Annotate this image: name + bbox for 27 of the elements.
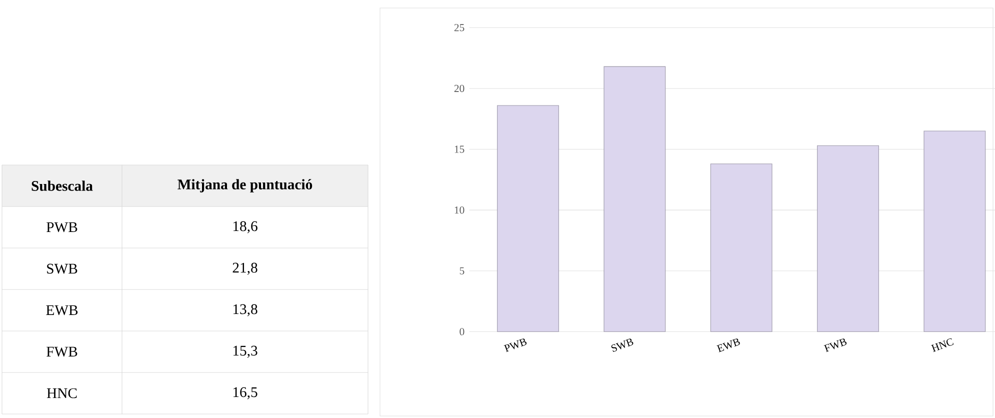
text: EWB — [46, 305, 78, 316]
text: 21,8 — [232, 262, 258, 275]
bar — [817, 145, 879, 332]
bar — [924, 130, 986, 332]
x-tick-label: FWB — [824, 338, 847, 352]
text: 15,3 — [233, 346, 258, 358]
y-tick-label: 0 — [460, 328, 464, 336]
text: 18,6 — [233, 221, 258, 234]
text: HNC — [46, 388, 77, 398]
y-tick-label: 15 — [454, 146, 464, 153]
y-tick-label: 10 — [454, 206, 464, 214]
text: 13,8 — [233, 304, 258, 316]
y-tick-label: 5 — [460, 267, 464, 274]
bar — [604, 66, 666, 332]
y-tick-label: 25 — [454, 24, 464, 32]
x-tick-label: PWB — [504, 338, 527, 352]
bar — [710, 164, 772, 332]
text: Subescala — [32, 180, 93, 191]
x-tick-label: HNC — [931, 338, 954, 352]
text: PWB — [46, 222, 78, 232]
bar — [497, 105, 559, 332]
y-tick-label: 20 — [454, 84, 464, 92]
text: SWB — [47, 264, 78, 274]
x-tick-label: SWB — [611, 338, 634, 352]
text: 16,5 — [233, 387, 258, 400]
x-tick-label: EWB — [716, 338, 740, 352]
text: Mitjana de puntuació — [178, 179, 312, 192]
